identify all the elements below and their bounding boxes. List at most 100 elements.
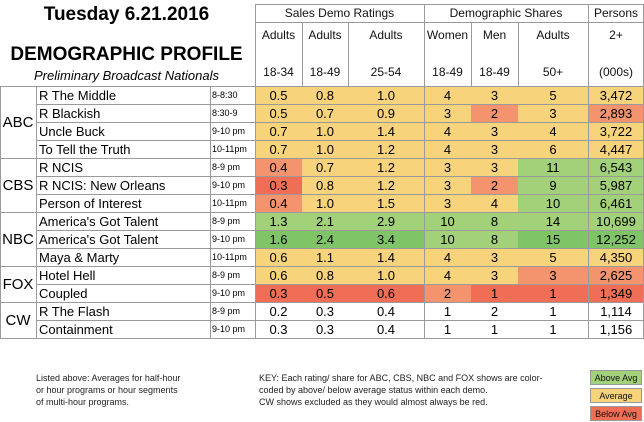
rating-cell-a2554: 0.4: [348, 302, 424, 320]
rating-cell-a1834: 0.7: [255, 140, 302, 158]
rating-cell-a50: 1: [518, 284, 588, 302]
rating-cell-a50: 3: [518, 266, 588, 284]
rating-cell-a2554: 1.0: [348, 266, 424, 284]
notes-line: Listed above: Averages for half-hour: [36, 373, 181, 383]
timeslot: 8:30-9: [212, 107, 238, 118]
rating-cell-a1834: 0.6: [255, 266, 302, 284]
network-label-nbc: NBC: [2, 230, 34, 248]
show-name: Containment: [39, 321, 113, 337]
rating-cell-a1849: 0.3: [302, 302, 348, 320]
rating-cell-m1849: 3: [471, 158, 518, 176]
color-key: KEY: Each rating/ share for ABC, CBS, NB…: [259, 372, 589, 408]
rating-cell-a2554: 3.4: [348, 230, 424, 248]
grid-line: [0, 86, 644, 87]
notes-line: or hour programs or hour segments: [36, 385, 178, 395]
column-header-line2: 18-49: [309, 64, 341, 79]
grid-line: [518, 22, 519, 86]
rating-cell-a1849: 0.8: [302, 266, 348, 284]
rating-cell-p2: 4,447: [588, 140, 644, 158]
rating-cell-a1849: 1.1: [302, 248, 348, 266]
grid-line: [36, 194, 644, 195]
rating-cell-a50: 9: [518, 176, 588, 194]
grid-line: [0, 86, 1, 338]
rating-cell-a2554: 1.5: [348, 194, 424, 212]
show-name: R NCIS: New Orleans: [39, 177, 166, 193]
rating-cell-a2554: 1.2: [348, 158, 424, 176]
rating-cell-a1834: 0.3: [255, 176, 302, 194]
show-name: To Tell the Truth: [39, 141, 131, 157]
rating-cell-a1849: 0.8: [302, 176, 348, 194]
timeslot: 8-9 pm: [212, 269, 241, 280]
grid-line: [255, 4, 256, 338]
timeslot: 8-8:30: [212, 89, 238, 100]
network-label-cbs: CBS: [2, 176, 34, 194]
network-label-cw: CW: [5, 311, 31, 329]
grid-line: [0, 338, 644, 339]
rating-cell-m1849: 3: [471, 86, 518, 104]
grid-line: [36, 248, 644, 249]
rating-cell-p2: 1,114: [588, 302, 644, 320]
rating-cell-a50: 6: [518, 140, 588, 158]
rating-cell-p2: 3,472: [588, 86, 644, 104]
show-name: R NCIS: [39, 159, 84, 175]
rating-cell-m1849: 3: [471, 122, 518, 140]
rating-cell-a50: 1: [518, 320, 588, 338]
show-name: America's Got Talent: [39, 231, 159, 247]
rating-cell-a1849: 0.7: [302, 104, 348, 122]
report-subtitle: Preliminary Broadcast Nationals: [34, 68, 219, 83]
show-name: Person of Interest: [39, 195, 142, 211]
rating-cell-a1834: 1.3: [255, 212, 302, 230]
column-header-line1: Adults: [536, 27, 570, 42]
show-name: Hotel Hell: [39, 267, 96, 283]
key-line: coded by above/ below average status wit…: [259, 385, 488, 395]
rating-cell-a1834: 0.3: [255, 284, 302, 302]
rating-cell-a50: 5: [518, 86, 588, 104]
grid-line: [255, 22, 644, 23]
timeslot: 10-11pm: [212, 251, 247, 262]
rating-cell-m1849: 3: [471, 266, 518, 284]
rating-cell-a1849: 2.4: [302, 230, 348, 248]
grid-line: [36, 104, 644, 105]
grid-line: [348, 22, 349, 86]
timeslot: 8-9 pm: [212, 215, 241, 226]
rating-cell-a1849: 0.7: [302, 158, 348, 176]
grid-line: [36, 284, 644, 285]
rating-cell-a1834: 1.6: [255, 230, 302, 248]
column-header-line2: 18-34: [263, 64, 294, 79]
rating-cell-a50: 1: [518, 302, 588, 320]
rating-cell-a1834: 0.2: [255, 302, 302, 320]
column-header-persons-2plus: 2+: [609, 27, 623, 42]
rating-cell-p2: 3,722: [588, 122, 644, 140]
rating-cell-m1849: 3: [471, 140, 518, 158]
rating-cell-a2554: 1.2: [348, 176, 424, 194]
rating-cell-m1849: 3: [471, 248, 518, 266]
column-header-line1: Men: [482, 27, 507, 42]
title-block: Tuesday 6.21.2016 DEMOGRAPHIC PROFILE Pr…: [0, 0, 253, 86]
rating-cell-a1849: 2.1: [302, 212, 348, 230]
rating-cell-a2554: 0.6: [348, 284, 424, 302]
column-header-persons-unit: (000s): [598, 64, 633, 79]
timeslot: 8-9 pm: [212, 161, 241, 172]
rating-cell-a2554: 1.0: [348, 86, 424, 104]
rating-cell-a2554: 2.9: [348, 212, 424, 230]
timeslot: 10-11pm: [212, 197, 247, 208]
rating-cell-a1849: 0.5: [302, 284, 348, 302]
rating-cell-a2554: 0.4: [348, 320, 424, 338]
rating-cell-a1849: 1.0: [302, 122, 348, 140]
rating-cell-w1849: 1: [424, 320, 471, 338]
rating-cell-m1849: 2: [471, 302, 518, 320]
rating-cell-w1849: 4: [424, 86, 471, 104]
column-header-line1: Adults: [308, 27, 342, 42]
rating-cell-a2554: 1.2: [348, 140, 424, 158]
timeslot: 9-10 pm: [212, 233, 246, 244]
grid-line: [255, 4, 644, 5]
rating-cell-a1834: 0.5: [255, 86, 302, 104]
report-title: DEMOGRAPHIC PROFILE: [10, 44, 243, 65]
rating-cell-m1849: 8: [471, 212, 518, 230]
legend-average: Average: [590, 388, 642, 403]
column-header-line1: Adults: [261, 27, 296, 42]
rating-cell-a1849: 1.0: [302, 194, 348, 212]
grid-line: [36, 86, 37, 338]
rating-cell-a1834: 0.4: [255, 158, 302, 176]
